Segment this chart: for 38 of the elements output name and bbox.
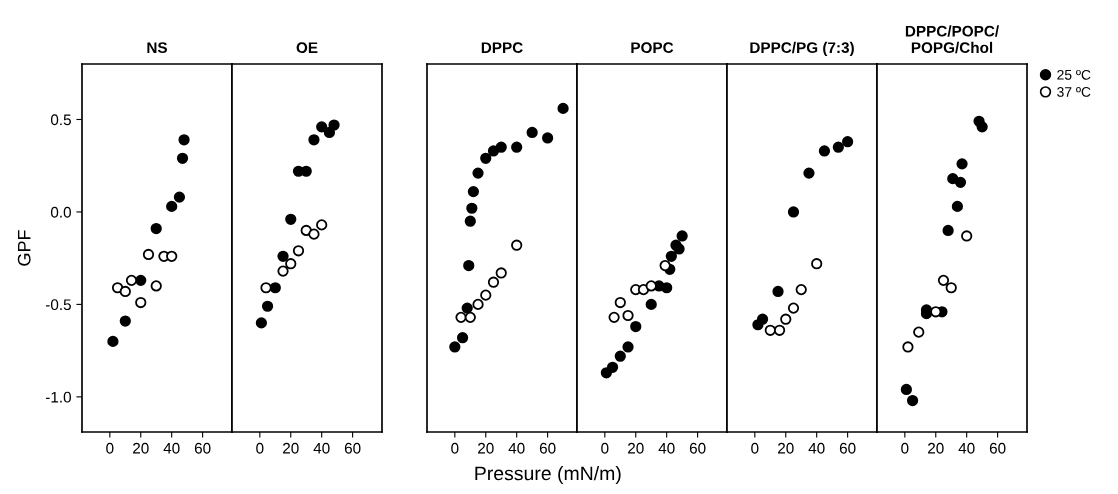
legend-label: 37 ºC — [1057, 87, 1091, 97]
legend-label: 25 ºC — [1057, 69, 1091, 80]
x-tick-label: 60 — [539, 442, 556, 454]
chart-title: DPPC/PG (7:3) — [750, 41, 854, 57]
x-tick-label: 60 — [839, 442, 856, 454]
x-tick-label: 0 — [256, 442, 264, 454]
x-tick-label: 60 — [344, 442, 361, 454]
y-tick-label: 0.0 — [50, 206, 71, 218]
x-tick-label: 20 — [778, 442, 794, 454]
x-tick-label: 0 — [901, 442, 909, 454]
x-tick-label: 40 — [313, 442, 330, 454]
chart-title: OE — [296, 42, 318, 54]
x-tick-label: 20 — [478, 442, 494, 454]
x-tick-label: 60 — [689, 442, 706, 454]
x-tick-label: 20 — [283, 442, 299, 454]
x-tick-label: 0 — [751, 442, 759, 454]
x-tick-label: 0 — [106, 442, 114, 454]
x-tick-label: 40 — [958, 442, 975, 454]
x-tick-label: 0 — [451, 442, 459, 454]
x-tick-label: 40 — [508, 442, 525, 454]
chart-title: POPC — [631, 42, 674, 54]
x-tick-label: 40 — [658, 442, 675, 454]
y-axis-title: GPF — [17, 230, 31, 266]
y-tick-label: -0.5 — [45, 299, 71, 311]
chart-title: DPPC — [481, 42, 523, 54]
x-tick-label: 20 — [628, 442, 644, 454]
x-tick-label: 60 — [989, 442, 1006, 454]
chart-title: NS — [147, 42, 168, 54]
x-tick-label: 0 — [601, 442, 609, 454]
x-tick-label: 60 — [194, 442, 211, 454]
x-tick-label: 20 — [928, 442, 944, 454]
x-axis-title: Pressure (mN/m) — [475, 465, 621, 485]
y-tick-label: -1.0 — [45, 391, 71, 403]
x-tick-label: 40 — [808, 442, 825, 454]
x-tick-label: 40 — [163, 442, 180, 454]
x-tick-label: 20 — [133, 442, 149, 454]
y-tick-label: 0.5 — [50, 114, 71, 126]
chart-title: DPPC/POPC/ POPG/Chol — [905, 25, 999, 54]
